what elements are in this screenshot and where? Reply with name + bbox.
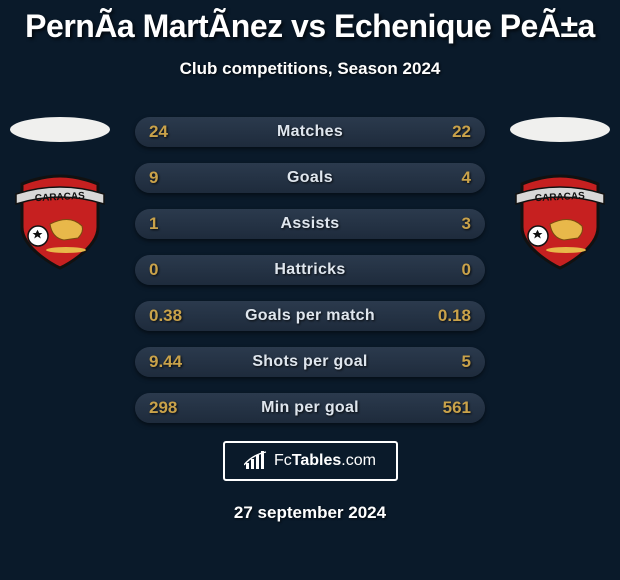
stat-right-value: 22 [452, 117, 471, 147]
stat-right-value: 0.18 [438, 301, 471, 331]
brand-tables: Tables [292, 452, 342, 469]
stat-row: 0.38 Goals per match 0.18 [135, 301, 485, 331]
stat-row: 298 Min per goal 561 [135, 393, 485, 423]
brand-badge[interactable]: FcTables.com [223, 441, 398, 481]
stat-label: Hattricks [135, 255, 485, 285]
stat-right-value: 561 [443, 393, 471, 423]
left-player-badge: CARACAS [10, 117, 110, 317]
comparison-area: CARACAS CARACAS 24 Matches [0, 117, 620, 523]
right-club-crest: CARACAS [510, 172, 610, 272]
stat-row: 24 Matches 22 [135, 117, 485, 147]
stats-list: 24 Matches 22 9 Goals 4 1 Assists 3 0 Ha… [135, 117, 485, 423]
stat-row: 9.44 Shots per goal 5 [135, 347, 485, 377]
stat-right-value: 5 [462, 347, 471, 377]
chart-icon [244, 451, 268, 471]
right-player-badge: CARACAS [510, 117, 610, 317]
right-ellipse [510, 117, 610, 142]
stat-label: Assists [135, 209, 485, 239]
subtitle: Club competitions, Season 2024 [0, 59, 620, 79]
stat-right-value: 4 [462, 163, 471, 193]
stat-right-value: 3 [462, 209, 471, 239]
stat-label: Goals [135, 163, 485, 193]
snapshot-date: 27 september 2024 [0, 503, 620, 523]
shield-icon: CARACAS [510, 172, 610, 272]
page-title: PernÃ­a MartÃ­nez vs Echenique PeÃ±a [0, 0, 620, 45]
left-club-crest: CARACAS [10, 172, 110, 272]
stat-label: Matches [135, 117, 485, 147]
stat-label: Shots per goal [135, 347, 485, 377]
shield-icon: CARACAS [10, 172, 110, 272]
stat-label: Min per goal [135, 393, 485, 423]
brand-dotcom: .com [341, 452, 376, 469]
stat-row: 9 Goals 4 [135, 163, 485, 193]
brand-text: FcTables.com [274, 452, 376, 470]
stat-row: 0 Hattricks 0 [135, 255, 485, 285]
left-ellipse [10, 117, 110, 142]
brand-fc: Fc [274, 452, 292, 469]
stat-label: Goals per match [135, 301, 485, 331]
stat-row: 1 Assists 3 [135, 209, 485, 239]
stat-right-value: 0 [462, 255, 471, 285]
